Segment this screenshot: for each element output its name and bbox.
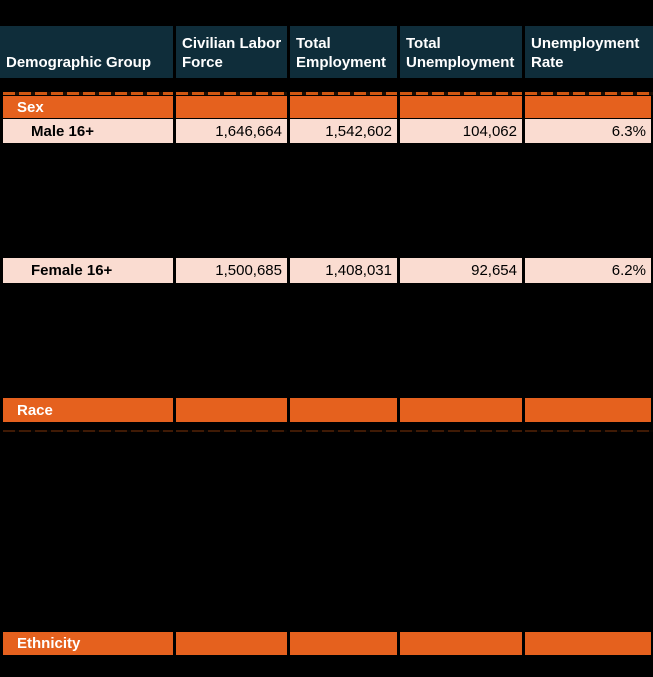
column-header-total-unemployment: Total Unemployment: [397, 26, 522, 78]
empty-cell: [287, 632, 397, 655]
empty-cell: [173, 96, 287, 118]
clipped-cell: [173, 430, 287, 432]
empty-cell: [397, 96, 522, 118]
column-header-unemployment-rate: Unemployment Rate: [522, 26, 653, 78]
section-label: Race: [0, 398, 173, 422]
clipped-cell: [522, 92, 653, 95]
clipped-cell: [0, 92, 173, 95]
clipped-cell: [522, 430, 653, 432]
empty-cell: [522, 96, 653, 118]
section-row-sex: Sex: [0, 96, 653, 118]
empty-cell: [397, 398, 522, 422]
empty-cell: [287, 398, 397, 422]
empty-cell: [287, 96, 397, 118]
total-unemployment-value: 104,062: [397, 119, 522, 143]
column-header-civilian-labor-force: Civilian Labor Force: [173, 26, 287, 78]
section-row-ethnicity: Ethnicity: [0, 632, 653, 655]
clipped-cell: [287, 430, 397, 432]
empty-cell: [397, 632, 522, 655]
empty-cell: [173, 398, 287, 422]
column-header-total-employment: Total Employment: [287, 26, 397, 78]
clipped-row-sliver: [0, 92, 653, 95]
row-label: Female 16+: [0, 258, 173, 283]
empty-cell: [522, 398, 653, 422]
empty-cell: [522, 632, 653, 655]
data-row-male-16plus: Male 16+ 1,646,664 1,542,602 104,062 6.3…: [0, 119, 653, 143]
clipped-cell: [397, 92, 522, 95]
unemployment-rate-value: 6.2%: [522, 258, 653, 283]
data-row-female-16plus: Female 16+ 1,500,685 1,408,031 92,654 6.…: [0, 258, 653, 283]
total-employment-value: 1,542,602: [287, 119, 397, 143]
section-label: Sex: [0, 96, 173, 118]
column-header-demographic-group: Demographic Group: [0, 26, 173, 78]
total-employment-value: 1,408,031: [287, 258, 397, 283]
clipped-row-sliver-faint: [0, 430, 653, 432]
section-row-race: Race: [0, 398, 653, 422]
clipped-cell: [287, 92, 397, 95]
total-unemployment-value: 92,654: [397, 258, 522, 283]
civilian-labor-force-value: 1,646,664: [173, 119, 287, 143]
empty-cell: [173, 632, 287, 655]
civilian-labor-force-value: 1,500,685: [173, 258, 287, 283]
clipped-cell: [173, 92, 287, 95]
clipped-cell: [397, 430, 522, 432]
header-row: Demographic Group Civilian Labor Force T…: [0, 26, 653, 78]
clipped-cell: [0, 430, 173, 432]
unemployment-rate-value: 6.3%: [522, 119, 653, 143]
row-label: Male 16+: [0, 119, 173, 143]
section-label: Ethnicity: [0, 632, 173, 655]
